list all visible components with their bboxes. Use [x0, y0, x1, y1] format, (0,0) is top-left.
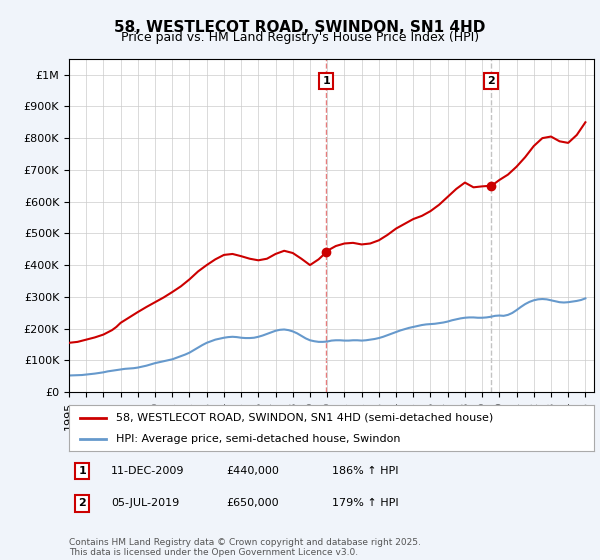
- Text: 58, WESTLECOT ROAD, SWINDON, SN1 4HD (semi-detached house): 58, WESTLECOT ROAD, SWINDON, SN1 4HD (se…: [116, 413, 493, 423]
- Text: £650,000: £650,000: [227, 498, 279, 508]
- Text: 179% ↑ HPI: 179% ↑ HPI: [331, 498, 398, 508]
- Text: 2: 2: [487, 76, 495, 86]
- Text: 58, WESTLECOT ROAD, SWINDON, SN1 4HD: 58, WESTLECOT ROAD, SWINDON, SN1 4HD: [115, 20, 485, 35]
- Text: 1: 1: [322, 76, 330, 86]
- Text: 11-DEC-2009: 11-DEC-2009: [111, 466, 185, 476]
- Text: 2: 2: [78, 498, 86, 508]
- Text: Price paid vs. HM Land Registry's House Price Index (HPI): Price paid vs. HM Land Registry's House …: [121, 31, 479, 44]
- Text: £440,000: £440,000: [227, 466, 280, 476]
- Text: HPI: Average price, semi-detached house, Swindon: HPI: Average price, semi-detached house,…: [116, 435, 401, 444]
- Text: Contains HM Land Registry data © Crown copyright and database right 2025.
This d: Contains HM Land Registry data © Crown c…: [69, 538, 421, 557]
- Text: 1: 1: [78, 466, 86, 476]
- Text: 186% ↑ HPI: 186% ↑ HPI: [331, 466, 398, 476]
- Text: 05-JUL-2019: 05-JUL-2019: [111, 498, 179, 508]
